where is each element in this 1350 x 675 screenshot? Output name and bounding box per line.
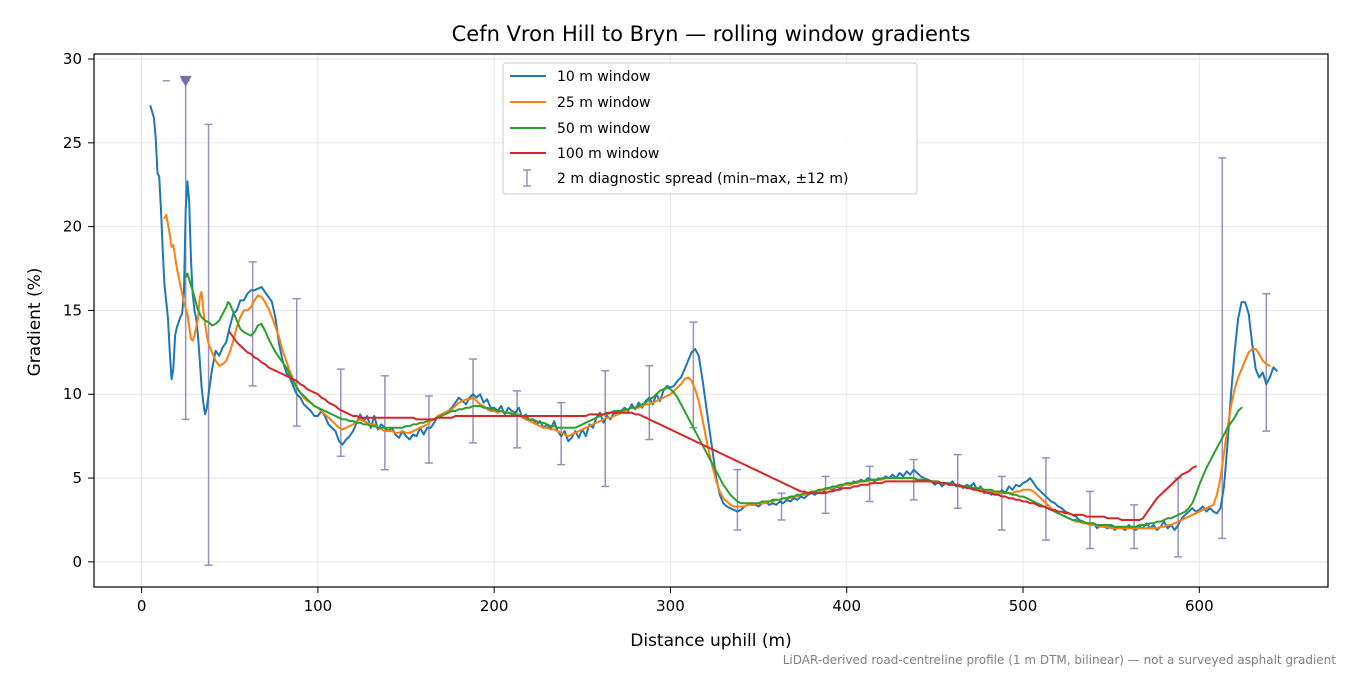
x-axis-label: Distance uphill (m): [630, 631, 791, 651]
diagnostic-errorbar: [601, 370, 610, 488]
x-tick-label: 100: [304, 597, 333, 615]
grid: [94, 54, 1328, 587]
legend-label-25m: 25 m window: [557, 95, 650, 111]
diagnostic-errorbar: [248, 261, 257, 387]
diagnostic-errorbar: [645, 365, 654, 441]
legend-label-10m: 10 m window: [557, 69, 650, 85]
diagnostic-errorbar: [777, 492, 786, 521]
offscale-marker: [179, 75, 192, 87]
diagnostic-errorbar: [1086, 490, 1095, 550]
diagnostic-errorbar: [821, 475, 830, 515]
footnote: LiDAR-derived road-centreline profile (1…: [783, 653, 1337, 667]
chart-title: Cefn Vron Hill to Bryn — rolling window …: [452, 22, 971, 46]
diagnostic-errorbar: [513, 390, 522, 449]
y-tick-label: 5: [72, 469, 82, 487]
diagnostic-errorbar: [469, 358, 478, 444]
series-line-1: [149, 105, 1278, 531]
y-tick-label: 30: [63, 50, 82, 68]
legend-label-50m: 50 m window: [557, 121, 650, 137]
series-line-4: [228, 331, 1197, 521]
diagnostic-errorbar: [733, 468, 742, 531]
plot-data: [149, 80, 1278, 566]
legend: 10 m window 25 m window 50 m window 100 …: [502, 62, 918, 195]
diagnostic-errorbar: [909, 458, 918, 501]
diagnostic-errorbar: [380, 375, 389, 471]
diagnostic-errorbar: [997, 475, 1006, 531]
x-tick-label: 500: [1009, 597, 1038, 615]
x-tick-label: 0: [137, 597, 147, 615]
y-tick-label: 10: [63, 385, 82, 403]
axis-ticks: 0 100 200 300 400 500 600 0 5 10 15 20 25 30: [63, 50, 1214, 615]
legend-label-100m: 100 m window: [557, 146, 659, 162]
y-tick-label: 15: [63, 301, 82, 319]
diagnostic-errorbar: [1041, 457, 1050, 541]
y-axis-label: Gradient (%): [25, 268, 45, 377]
x-tick-label: 600: [1185, 597, 1214, 615]
diagnostic-errorbar: [953, 453, 962, 509]
diagnostic-errorbar: [424, 395, 433, 464]
plot-frame: [93, 53, 1329, 588]
x-tick-label: 300: [656, 597, 685, 615]
legend-frame: [502, 62, 918, 195]
legend-label-diagnostic: 2 m diagnostic spread (min–max, ±12 m): [557, 171, 848, 187]
y-tick-label: 0: [72, 553, 82, 571]
series-line-2: [163, 213, 1271, 530]
y-tick-label: 20: [63, 218, 82, 236]
legend-errorbar-symbol: [523, 169, 531, 187]
y-tick-label: 25: [63, 134, 82, 152]
diagnostic-errorbar: [1262, 292, 1271, 432]
diagnostic-errorbar: [292, 297, 301, 427]
x-tick-label: 400: [832, 597, 861, 615]
x-tick-label: 200: [480, 597, 509, 615]
diagnostic-errorbar: [1218, 157, 1227, 540]
series-line-3: [184, 272, 1243, 528]
